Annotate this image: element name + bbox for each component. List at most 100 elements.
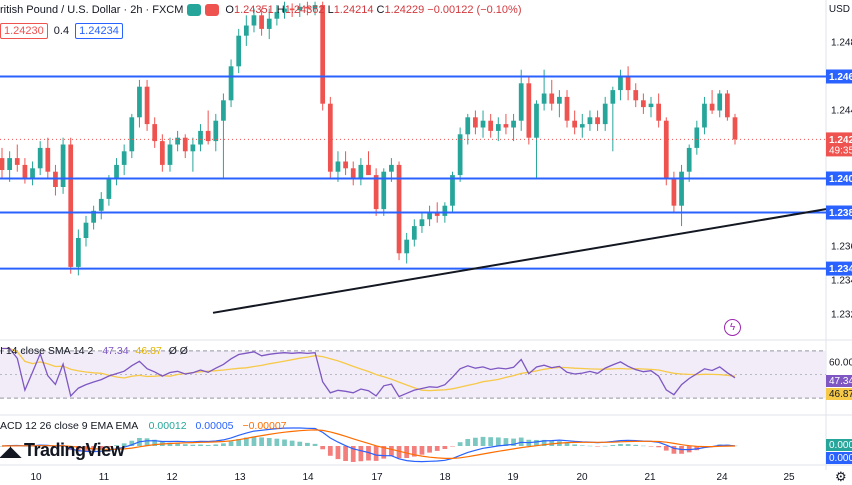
macd-histogram-bar (663, 446, 669, 451)
macd-histogram-bar (75, 446, 81, 452)
macd-legend: ACD 12 26 close 9 EMA EMA 0.00012 0.0000… (0, 420, 287, 432)
candle-body (396, 164, 402, 254)
candle-body (83, 222, 89, 238)
wave-icon[interactable] (205, 4, 220, 16)
macd-histogram-bar (488, 437, 494, 446)
macd-histogram-bar (236, 439, 242, 446)
symbol-title: ritish Pound / U.S. Dollar · 2h · FXCM (0, 4, 184, 16)
level-price-tag (826, 171, 852, 186)
macd-histogram-bar (106, 446, 112, 448)
macd-histogram-bar (602, 445, 608, 447)
candle-body (572, 120, 578, 128)
macd-histogram-bar (98, 446, 104, 450)
candle-body (534, 103, 539, 138)
macd-histogram-bar (480, 436, 486, 446)
candle-body (60, 144, 66, 187)
candle-body (488, 120, 494, 131)
candle-body (656, 103, 662, 121)
macd-histogram-bar (396, 446, 402, 459)
candle-body (75, 238, 81, 267)
macd-histogram-bar (312, 443, 318, 446)
time-tick-label: 25 (783, 472, 795, 483)
price-tick-label: 1.244 (831, 106, 852, 117)
macd-histogram-bar (457, 442, 463, 446)
level-price-label: 1.234 (829, 264, 852, 275)
flash-icon[interactable]: ϟ (724, 319, 741, 336)
candle-body (618, 76, 623, 91)
candle-body (381, 171, 387, 210)
macd-histogram-bar (251, 436, 257, 446)
flash-icon[interactable] (187, 4, 202, 16)
macd-histogram-bar (381, 446, 387, 459)
candle-body (595, 117, 600, 125)
candle-body (327, 103, 333, 172)
candle-body (221, 100, 226, 121)
candle-body (702, 103, 707, 128)
candle-body (213, 120, 219, 142)
trendline (212, 208, 827, 314)
gear-icon[interactable]: ⚙ (835, 469, 847, 484)
macd-signal-line (1, 429, 736, 459)
candle-body (579, 124, 585, 128)
macd-histogram-bar (274, 438, 280, 446)
candle-body (526, 83, 532, 138)
rsi-ma-line (2, 347, 736, 392)
candle-body (343, 161, 348, 169)
candle-body (144, 86, 150, 125)
candle-body (289, 8, 295, 11)
candle-body (495, 124, 501, 131)
candle-body (259, 15, 264, 29)
candle-body (557, 96, 562, 104)
candle-body (236, 35, 242, 67)
candle-body (14, 158, 20, 165)
candle-body (312, 5, 318, 9)
time-tick-label: 10 (30, 472, 42, 483)
time-tick-label: 12 (166, 472, 178, 483)
last-price-label: 1.242 (829, 135, 852, 146)
candle-body (587, 117, 593, 125)
candle-body (694, 127, 700, 148)
candle-body (205, 130, 211, 142)
bid-button[interactable]: 1.24230 (0, 23, 48, 39)
macd-histogram-bar (572, 444, 578, 446)
candle-body (30, 168, 35, 179)
macd-histogram-bar (121, 443, 127, 446)
candle-body (732, 117, 738, 140)
ohlc-values: O1.24351 H1.24362 L1.24214 C1.24229 −0.0… (225, 4, 522, 16)
ask-button[interactable]: 1.24234 (75, 23, 123, 39)
macd-histogram-bar (419, 446, 425, 455)
time-tick-label: 11 (99, 472, 110, 483)
macd-histogram-bar (373, 446, 379, 461)
candle-body (114, 164, 119, 179)
candle-body (679, 171, 684, 206)
rsi-line (2, 347, 736, 398)
macd-value-label: 0.000 (829, 440, 852, 451)
macd-histogram-bar (404, 446, 410, 459)
macd-histogram-bar (618, 443, 623, 446)
macd-signal-tag (826, 452, 852, 464)
macd-line (1, 427, 736, 463)
macd-histogram-bar (541, 439, 547, 446)
macd-histogram-bar (511, 438, 516, 446)
macd-value-tag (826, 439, 852, 451)
price-tick-label: 1.236 (831, 242, 852, 253)
candle-body (68, 144, 74, 267)
price-tick-label: 1.248 (831, 38, 852, 49)
candle-body (91, 210, 96, 223)
macd-histogram-bar (228, 441, 234, 446)
candle-body (427, 212, 432, 220)
macd-histogram-bar (495, 437, 501, 446)
macd-histogram-bar (625, 444, 631, 446)
macd-histogram-bar (282, 439, 287, 446)
rsi-value-label: 47.34 (829, 376, 852, 387)
time-tick-label: 17 (371, 472, 383, 483)
candle-body (182, 137, 188, 152)
candle-body (633, 90, 639, 101)
macd-histogram-bar (427, 446, 432, 453)
macd-histogram-bar (68, 446, 74, 451)
candle-body (358, 164, 364, 179)
currency-label[interactable]: USD (828, 4, 850, 15)
rsi-legend: I 14 close SMA 14 2 47.34 46.87 Ø Ø (0, 345, 188, 357)
macd-histogram-bar (564, 442, 570, 446)
